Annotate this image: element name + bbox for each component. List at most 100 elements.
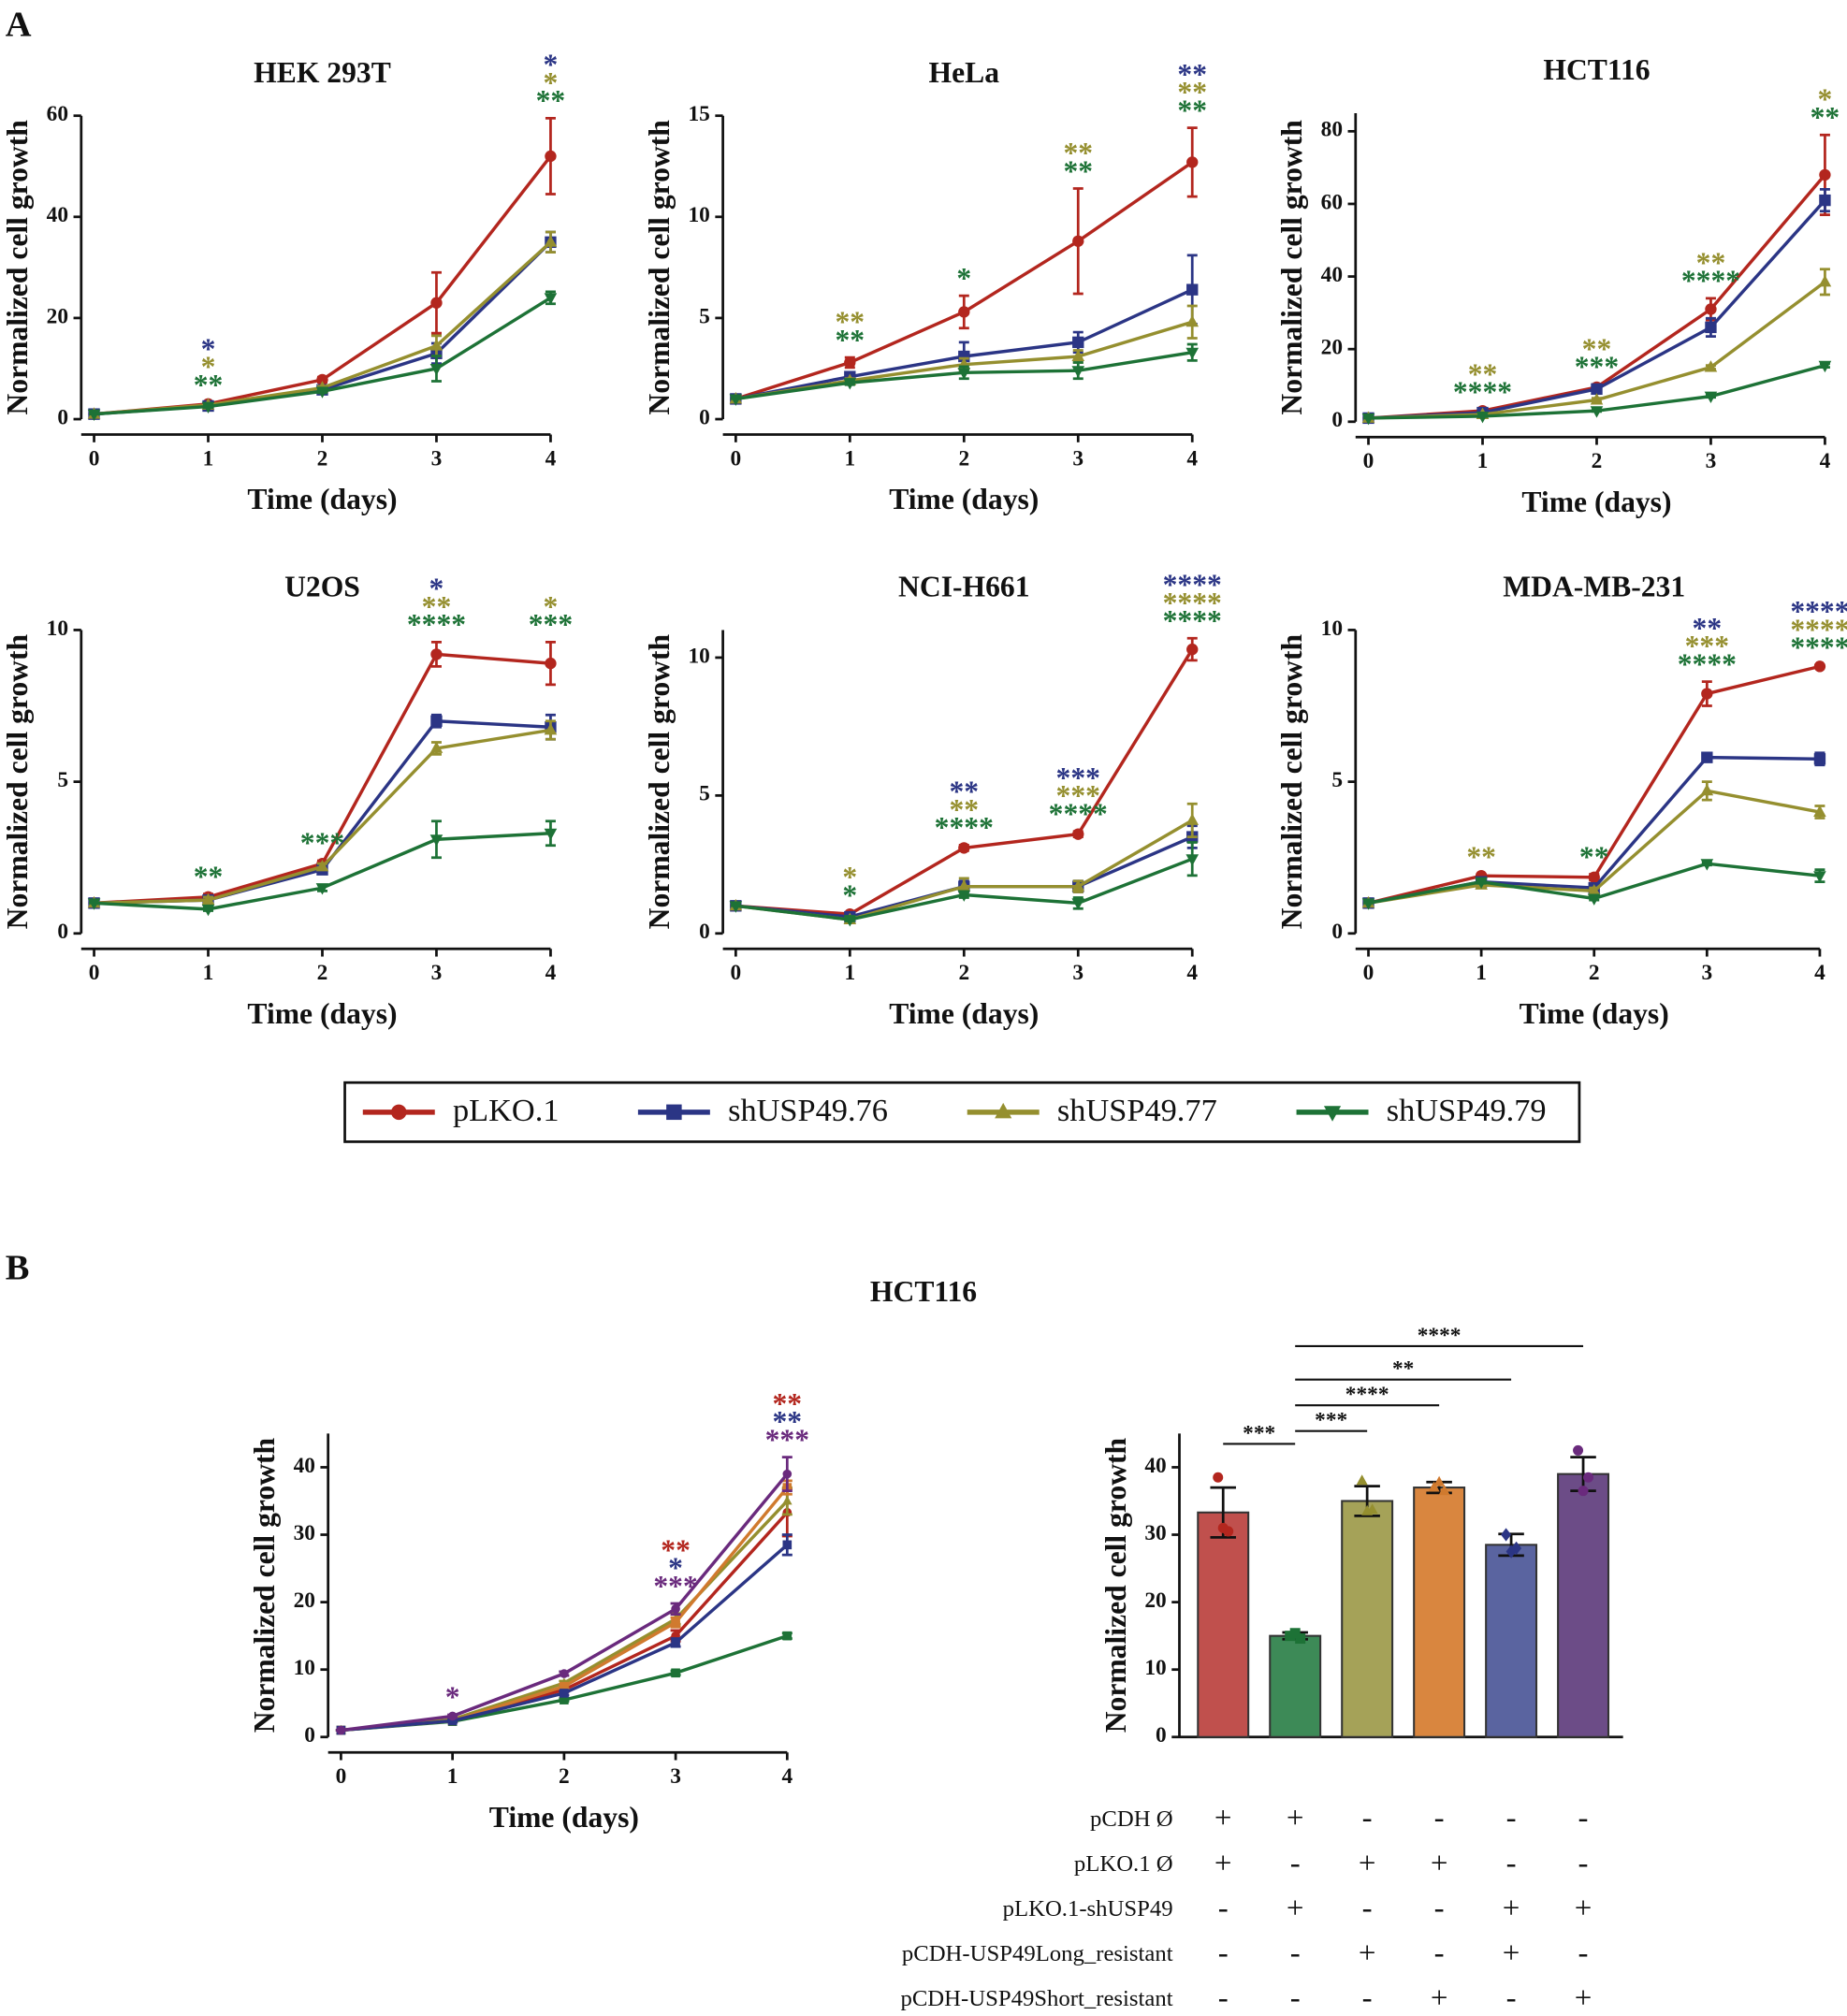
significance-label: ***	[1243, 1421, 1275, 1445]
x-tick-label: 0	[89, 961, 100, 985]
x-tick-label: 0	[89, 446, 100, 471]
y-tick-label: 60	[47, 102, 68, 126]
x-tick-label: 3	[1072, 961, 1083, 985]
significance: *	[668, 1552, 683, 1585]
marker	[1185, 854, 1200, 866]
significance: **	[836, 324, 865, 356]
x-tick-label: 2	[317, 446, 328, 471]
significance: *	[544, 590, 559, 623]
significance: *	[445, 1681, 460, 1714]
marker	[1501, 1528, 1512, 1542]
x-axis-label: Time (days)	[489, 1801, 639, 1834]
x-tick-label: 3	[670, 1764, 681, 1789]
chart-title: HEK 293T	[254, 56, 391, 89]
y-axis-label: Normalized cell growth	[1, 633, 34, 929]
marker	[560, 1681, 569, 1691]
marker	[1704, 391, 1718, 404]
x-axis-label: Time (days)	[247, 483, 397, 515]
marker	[545, 150, 557, 163]
marker	[87, 898, 101, 910]
marker	[843, 915, 857, 927]
marker	[1587, 883, 1601, 896]
significance: *	[842, 878, 857, 911]
significance: ***	[300, 827, 344, 860]
chart-title: U2OS	[284, 571, 360, 603]
y-tick-label: 10	[1144, 1656, 1166, 1680]
marker	[560, 1689, 569, 1698]
condition-sign: -	[1218, 1936, 1229, 1970]
marker	[1588, 871, 1600, 883]
marker	[1583, 1472, 1594, 1483]
condition-sign: +	[1503, 1936, 1520, 1970]
marker	[560, 1669, 569, 1678]
marker	[1704, 360, 1718, 372]
x-tick-label: 4	[1186, 961, 1198, 985]
y-axis-label: Normalized cell growth	[1, 120, 34, 415]
marker	[1323, 1106, 1342, 1122]
y-axis-label: Normalized cell growth	[1099, 1437, 1132, 1733]
x-tick-label: 2	[1592, 449, 1603, 473]
significance: *	[544, 49, 559, 81]
x-tick-label: 0	[730, 961, 741, 985]
x-tick-label: 1	[1477, 449, 1489, 473]
significance: **	[1177, 94, 1207, 126]
marker	[782, 1631, 793, 1641]
x-axis-label: Time (days)	[1521, 486, 1671, 518]
condition-sign: -	[1362, 1981, 1373, 2015]
y-tick-label: 10	[688, 644, 709, 668]
bar	[1557, 1472, 1610, 1738]
condition-sign: +	[1575, 1981, 1592, 2015]
chart-title: HCT116	[1543, 53, 1650, 86]
legend-label: shUSP49.77	[1057, 1093, 1217, 1128]
significance: **	[1063, 154, 1093, 187]
marker	[429, 741, 444, 753]
marker	[1217, 1522, 1229, 1533]
marker	[315, 860, 329, 872]
condition-sign: -	[1290, 1981, 1301, 2015]
marker	[1587, 893, 1601, 906]
condition-sign: -	[1578, 1802, 1589, 1835]
y-tick-label: 0	[699, 920, 710, 944]
condition-label: pLKO.1 Ø	[1074, 1851, 1173, 1877]
marker	[429, 339, 444, 351]
marker	[87, 409, 101, 422]
marker	[1700, 783, 1714, 796]
significance: ***	[1685, 630, 1729, 662]
significance: ****	[1453, 376, 1512, 409]
marker	[782, 1495, 793, 1505]
condition-label: pCDH-USP49Short_resistant	[900, 1986, 1172, 2011]
condition-sign: +	[1503, 1892, 1520, 1925]
marker	[1813, 871, 1826, 883]
marker	[1590, 393, 1604, 405]
y-axis-label: Normalized cell growth	[643, 633, 676, 929]
x-tick-label: 3	[1706, 449, 1717, 473]
marker	[1511, 1541, 1522, 1556]
x-tick-label: 0	[730, 446, 741, 471]
marker	[671, 1604, 680, 1614]
marker	[1590, 406, 1604, 418]
condition-sign: -	[1434, 1802, 1445, 1835]
significance-label: ***	[1315, 1409, 1347, 1433]
marker	[201, 892, 215, 906]
y-tick-label: 40	[1144, 1454, 1166, 1478]
marker	[1476, 412, 1490, 424]
significance: ****	[1049, 797, 1108, 830]
marker	[1072, 235, 1084, 247]
marker	[1361, 898, 1375, 910]
condition-sign: +	[1431, 1981, 1448, 2015]
condition-sign: -	[1434, 1936, 1445, 1970]
bar	[1485, 1544, 1538, 1738]
marker	[1701, 751, 1713, 763]
significance: ****	[1790, 631, 1847, 663]
marker	[1700, 859, 1714, 871]
y-tick-label: 40	[47, 203, 68, 227]
y-tick-label: 30	[1144, 1521, 1166, 1545]
marker	[1428, 1481, 1440, 1492]
marker	[544, 828, 558, 841]
marker	[560, 1695, 569, 1704]
significance: ***	[1056, 761, 1100, 794]
condition-sign: +	[1214, 1847, 1232, 1880]
significance: **	[1177, 76, 1207, 109]
marker	[1505, 1545, 1517, 1559]
marker	[1186, 156, 1199, 168]
